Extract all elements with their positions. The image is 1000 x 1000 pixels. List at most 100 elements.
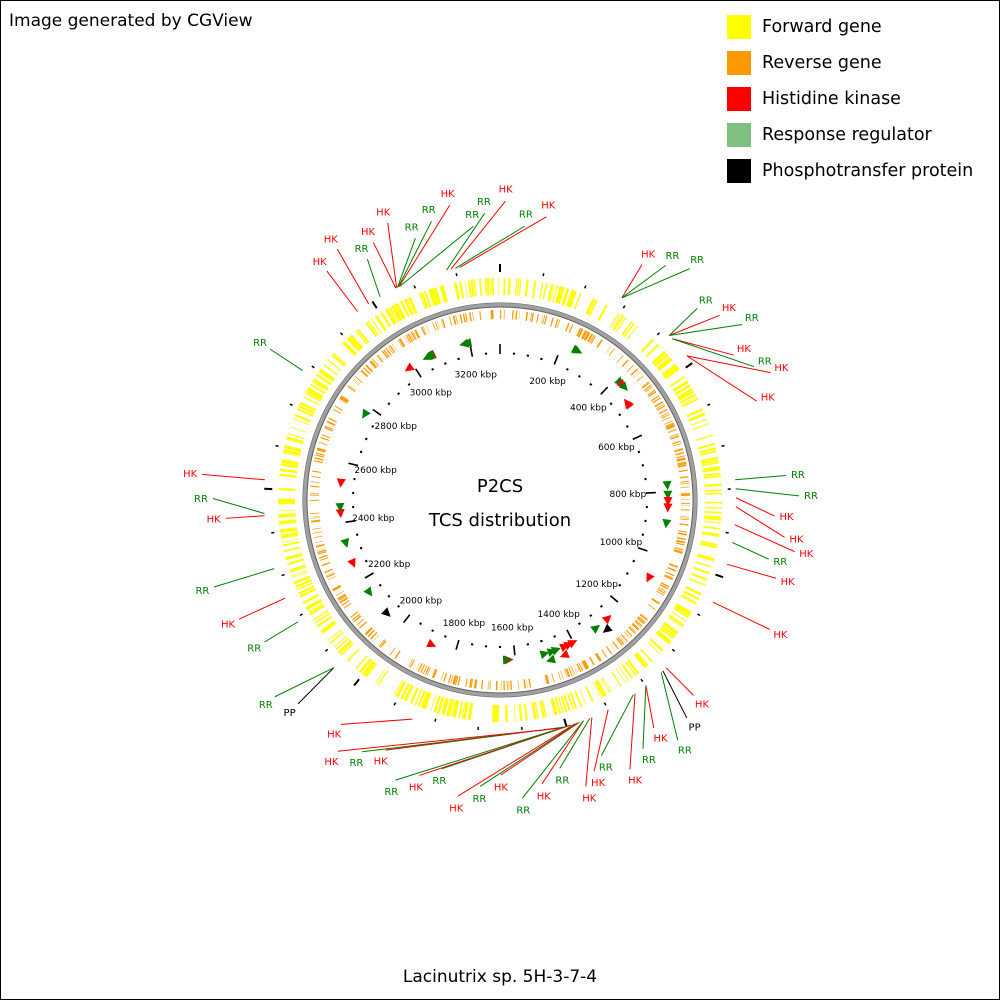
forward-gene-feature <box>279 470 297 474</box>
reverse-gene-feature <box>324 568 333 574</box>
pp-marker <box>381 607 391 617</box>
reverse-gene-feature <box>578 662 583 672</box>
reverse-gene-feature <box>551 673 555 683</box>
forward-gene-feature <box>586 298 596 315</box>
reverse-gene-feature <box>594 653 601 662</box>
tcs-leader-line <box>735 497 775 517</box>
tcs-label-hk: HK <box>582 793 597 804</box>
tcs-label-hk: HK <box>695 699 710 710</box>
hk-marker <box>559 649 570 658</box>
reverse-gene-feature <box>664 575 673 581</box>
tcs-leader-line <box>734 524 795 553</box>
tcs-label-hk: HK <box>779 512 794 523</box>
inner-ruler-tick <box>443 635 447 638</box>
reverse-gene-feature <box>625 629 633 637</box>
forward-gene-feature <box>661 624 676 637</box>
reverse-gene-feature <box>417 663 423 672</box>
ruler-tick-label: 2400 kbp <box>352 514 395 524</box>
forward-gene-feature <box>532 280 537 298</box>
reverse-gene-feature <box>381 350 389 359</box>
tcs-label-rr: RR <box>195 586 209 597</box>
reverse-gene-feature <box>310 512 320 515</box>
forward-gene-feature <box>464 280 469 298</box>
tcs-leader-line <box>397 221 432 288</box>
tcs-label-hk: HK <box>374 756 389 767</box>
reverse-gene-feature <box>468 312 472 322</box>
reverse-gene-feature <box>581 330 587 339</box>
reverse-gene-feature <box>576 327 582 337</box>
reverse-gene-feature <box>447 674 452 684</box>
reverse-gene-feature <box>605 345 612 354</box>
forward-gene-feature <box>284 444 302 452</box>
reverse-gene-feature <box>340 396 349 402</box>
forward-gene-feature <box>355 655 368 670</box>
reverse-gene-feature <box>576 663 582 673</box>
tcs-label-rr: RR <box>699 295 713 306</box>
tcs-leader-line <box>450 200 506 270</box>
reverse-gene-feature <box>581 661 587 670</box>
reverse-gene-feature <box>674 448 683 452</box>
reverse-gene-feature <box>647 389 656 396</box>
tcs-label-rr: RR <box>432 776 446 787</box>
reverse-gene-feature <box>464 313 468 323</box>
forward-gene-feature <box>663 365 678 377</box>
legend-label-reverse-gene: Reverse gene <box>762 53 882 73</box>
forward-gene-feature <box>693 566 710 575</box>
outer-tick-mark <box>311 365 315 369</box>
forward-gene-feature <box>640 338 655 353</box>
reverse-gene-feature <box>415 662 421 671</box>
reverse-gene-feature <box>317 447 327 452</box>
legend-label-response-regulator: Response regulator <box>762 125 932 145</box>
organism-name: Lacinutrix sp. 5H-3-7-4 <box>402 967 598 987</box>
forward-gene-feature <box>282 541 300 547</box>
reverse-gene-feature <box>564 669 568 678</box>
tcs-leader-line <box>479 722 578 787</box>
tcs-label-hk: HK <box>499 185 514 196</box>
inner-ruler-tick <box>431 629 435 633</box>
forward-gene-feature <box>690 572 708 581</box>
reverse-gene-feature <box>355 376 363 383</box>
reverse-gene-feature <box>630 368 638 376</box>
reverse-gene-feature <box>512 310 514 320</box>
ruler-tick-label: 400 kbp <box>570 403 607 413</box>
legend-item-reverse-gene: Reverse gene <box>727 45 973 81</box>
forward-gene-feature <box>289 565 307 573</box>
tcs-leader-line <box>585 717 593 787</box>
forward-gene-feature <box>674 606 690 617</box>
tcs-label-hk: HK <box>789 534 804 545</box>
forward-gene-feature <box>677 388 693 399</box>
reverse-gene-feature <box>321 434 331 439</box>
tcs-label-pp: PP <box>284 708 296 719</box>
reverse-gene-feature <box>589 334 595 344</box>
forward-gene-feature <box>283 546 301 553</box>
outer-tick-mark <box>434 718 437 722</box>
tcs-leader-line <box>326 270 359 313</box>
forward-gene-feature <box>439 285 447 303</box>
forward-gene-feature <box>681 396 697 406</box>
forward-gene-feature <box>645 343 660 358</box>
forward-gene-feature <box>696 554 715 562</box>
tcs-leader-line <box>522 720 584 799</box>
forward-gene-feature <box>343 341 357 355</box>
reverse-gene-feature <box>315 454 325 458</box>
forward-gene-feature <box>329 631 344 644</box>
reverse-gene-feature <box>596 339 603 348</box>
forward-gene-feature <box>469 703 474 721</box>
reverse-gene-feature <box>405 334 411 343</box>
forward-gene-feature <box>305 391 322 401</box>
tcs-leader-line <box>672 338 755 368</box>
reverse-gene-feature <box>334 405 343 411</box>
reverse-gene-feature <box>360 370 368 378</box>
legend-item-response-regulator: Response regulator <box>727 117 973 153</box>
reverse-gene-feature <box>636 617 645 625</box>
reverse-gene-feature <box>642 382 650 389</box>
forward-gene-feature <box>658 359 673 372</box>
ruler-tick-label: 1600 kbp <box>491 623 534 633</box>
forward-gene-feature <box>700 542 718 549</box>
reverse-gene-feature <box>317 549 327 554</box>
reverse-gene-feature <box>378 353 385 361</box>
forward-gene-feature <box>312 379 328 391</box>
tcs-label-hk: HK <box>541 200 556 211</box>
forward-gene-feature <box>702 532 720 537</box>
reverse-gene-feature <box>412 331 417 340</box>
